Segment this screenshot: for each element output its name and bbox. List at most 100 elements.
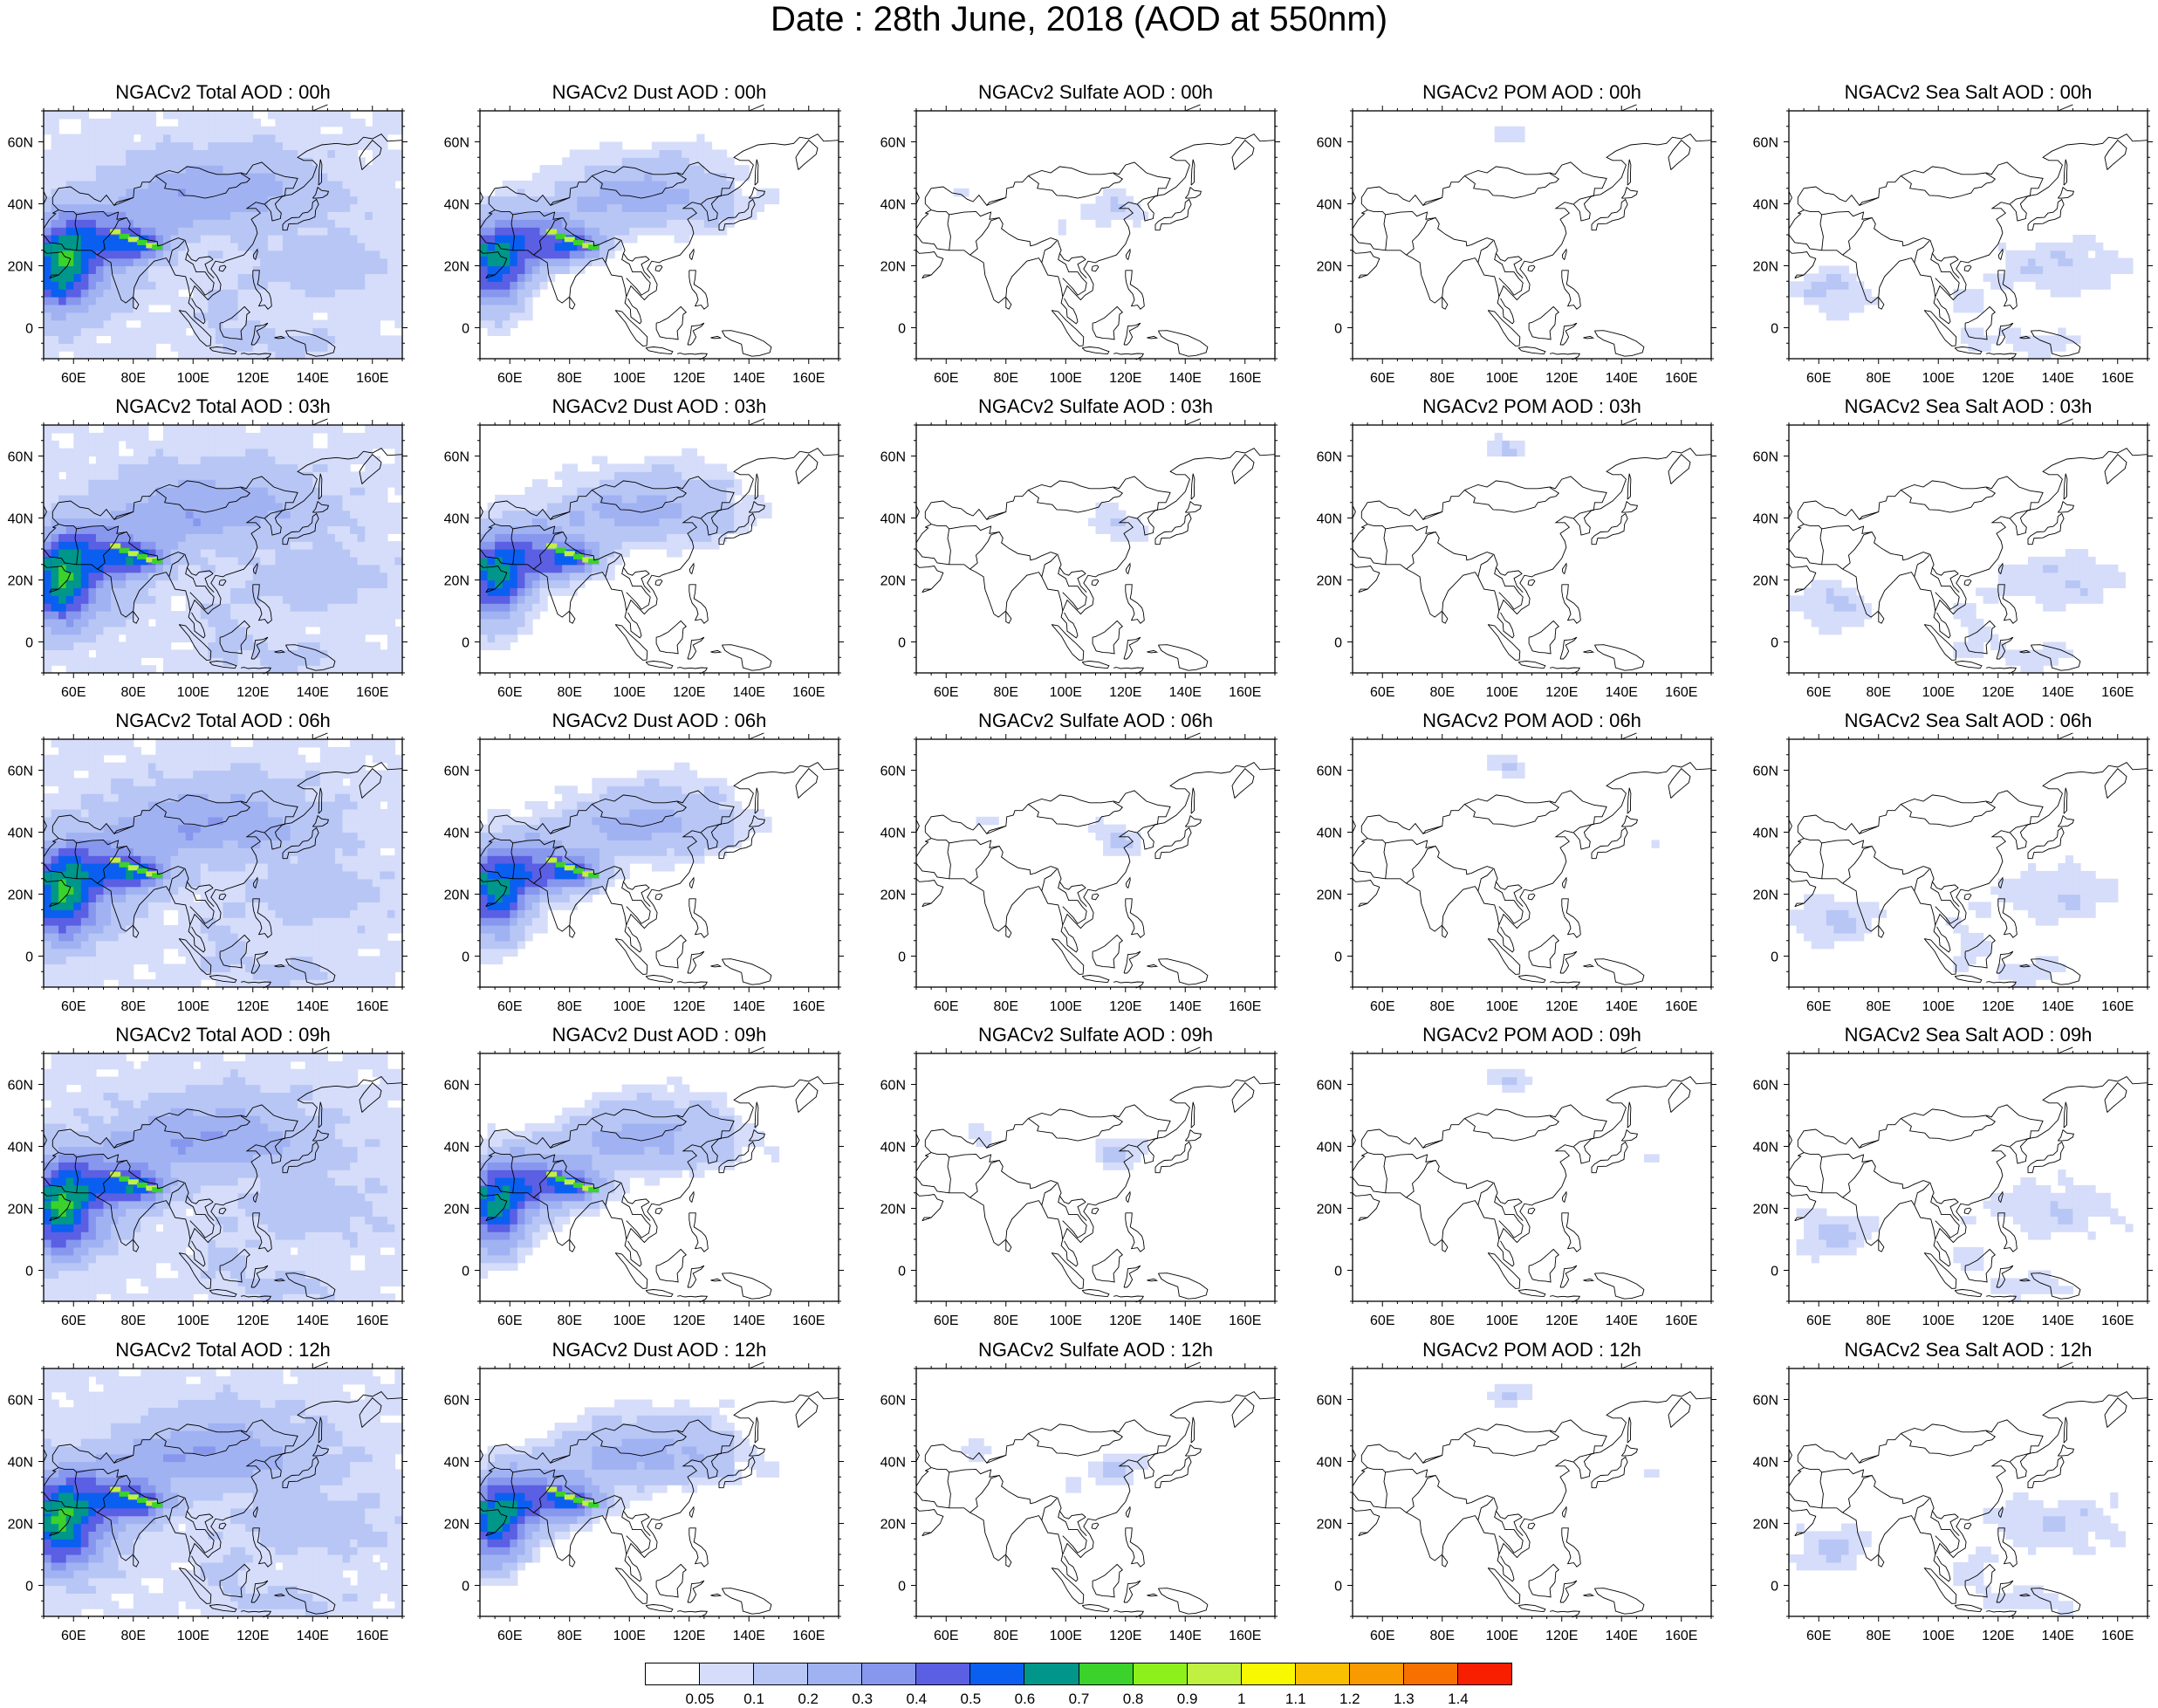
aod-cell bbox=[155, 266, 163, 275]
aod-cell bbox=[327, 573, 335, 581]
aod-cell bbox=[350, 495, 358, 504]
aod-cell bbox=[245, 587, 253, 596]
aod-cell bbox=[51, 533, 59, 542]
aod-cell bbox=[155, 181, 163, 189]
aod-cell bbox=[380, 111, 387, 120]
aod-cell bbox=[358, 181, 366, 189]
map-frame bbox=[916, 111, 1275, 359]
aod-cell bbox=[373, 433, 380, 442]
aod-cell bbox=[2103, 258, 2111, 267]
aod-cell bbox=[350, 619, 358, 628]
aod-cell bbox=[73, 456, 81, 465]
aod-cell bbox=[365, 189, 373, 197]
aod-cell bbox=[305, 487, 313, 496]
aod-cell bbox=[343, 281, 351, 290]
aod-cell bbox=[275, 425, 283, 434]
aod-cell bbox=[524, 487, 532, 496]
aod-cell bbox=[96, 433, 104, 442]
aod-cell bbox=[1826, 273, 1834, 282]
aod-cell bbox=[104, 219, 112, 227]
aod-cell bbox=[186, 479, 194, 488]
aod-cell bbox=[570, 196, 578, 205]
aod-cell bbox=[119, 627, 127, 635]
aod-cell bbox=[335, 335, 343, 344]
aod-cell bbox=[171, 312, 179, 321]
aod-cell bbox=[171, 204, 179, 213]
aod-cell bbox=[305, 173, 313, 182]
aod-cell bbox=[532, 258, 540, 267]
aod-cell bbox=[275, 181, 283, 189]
aod-cell bbox=[380, 433, 387, 442]
aod-cell bbox=[193, 518, 201, 527]
aod-cell bbox=[81, 541, 89, 550]
aod-cell bbox=[238, 433, 246, 442]
aod-cell bbox=[358, 173, 366, 182]
aod-cell bbox=[682, 449, 689, 457]
aod-cell bbox=[208, 634, 216, 643]
aod-cell bbox=[298, 456, 305, 465]
aod-cell bbox=[327, 565, 335, 573]
aod-cell bbox=[51, 495, 59, 504]
aod-cell bbox=[380, 471, 387, 480]
aod-cell bbox=[327, 312, 335, 321]
aod-cell bbox=[193, 258, 201, 267]
coastline bbox=[1528, 265, 1535, 271]
aod-cell bbox=[495, 595, 503, 604]
aod-cell bbox=[230, 111, 238, 120]
aod-cell bbox=[73, 487, 81, 496]
aod-cell bbox=[607, 149, 615, 158]
aod-cell bbox=[216, 611, 223, 620]
aod-cell bbox=[577, 173, 585, 182]
aod-cell bbox=[223, 149, 231, 158]
aod-cell bbox=[51, 211, 59, 220]
aod-cell bbox=[2088, 281, 2096, 290]
aod-cell bbox=[696, 196, 704, 205]
aod-shading bbox=[480, 134, 779, 336]
aod-cell bbox=[570, 219, 578, 227]
coastline bbox=[1147, 336, 1156, 339]
panel-title: NGACv2 Total AOD : 00h bbox=[44, 81, 402, 104]
aod-cell bbox=[2095, 258, 2103, 267]
aod-cell bbox=[704, 503, 712, 511]
aod-cell bbox=[66, 204, 74, 213]
panel-title: NGACv2 POM AOD : 00h bbox=[1353, 81, 1711, 104]
aod-cell bbox=[524, 227, 532, 236]
aod-cell bbox=[358, 211, 366, 220]
aod-cell bbox=[667, 219, 675, 227]
aod-cell bbox=[66, 297, 74, 305]
aod-cell bbox=[186, 181, 194, 189]
aod-cell bbox=[44, 297, 51, 305]
aod-cell bbox=[104, 549, 112, 558]
aod-cell bbox=[73, 142, 81, 151]
aod-cell bbox=[275, 243, 283, 251]
aod-cell bbox=[216, 227, 223, 236]
aod-cell bbox=[81, 425, 89, 434]
aod-cell bbox=[238, 463, 246, 472]
aod-cell bbox=[148, 273, 156, 282]
aod-cell bbox=[305, 449, 313, 457]
aod-cell bbox=[238, 518, 246, 527]
aod-cell bbox=[320, 619, 328, 628]
aod-cell bbox=[81, 573, 89, 581]
aod-cell bbox=[577, 211, 585, 220]
aod-cell bbox=[365, 557, 373, 566]
aod-cell bbox=[524, 518, 532, 527]
aod-cell bbox=[148, 119, 156, 127]
aod-cell bbox=[201, 456, 209, 465]
aod-cell bbox=[201, 127, 209, 135]
aod-cell bbox=[652, 456, 660, 465]
aod-cell bbox=[81, 665, 89, 674]
aod-cell bbox=[134, 649, 141, 658]
aod-cell bbox=[155, 134, 163, 143]
aod-cell bbox=[88, 657, 96, 666]
aod-cell bbox=[387, 273, 395, 282]
aod-cell bbox=[155, 580, 163, 589]
aod-cell bbox=[312, 343, 320, 352]
aod-cell bbox=[96, 320, 104, 329]
aod-cell bbox=[44, 204, 51, 213]
aod-cell bbox=[201, 549, 209, 558]
aod-cell bbox=[275, 557, 283, 566]
aod-cell bbox=[327, 665, 335, 674]
aod-cell bbox=[148, 549, 156, 558]
